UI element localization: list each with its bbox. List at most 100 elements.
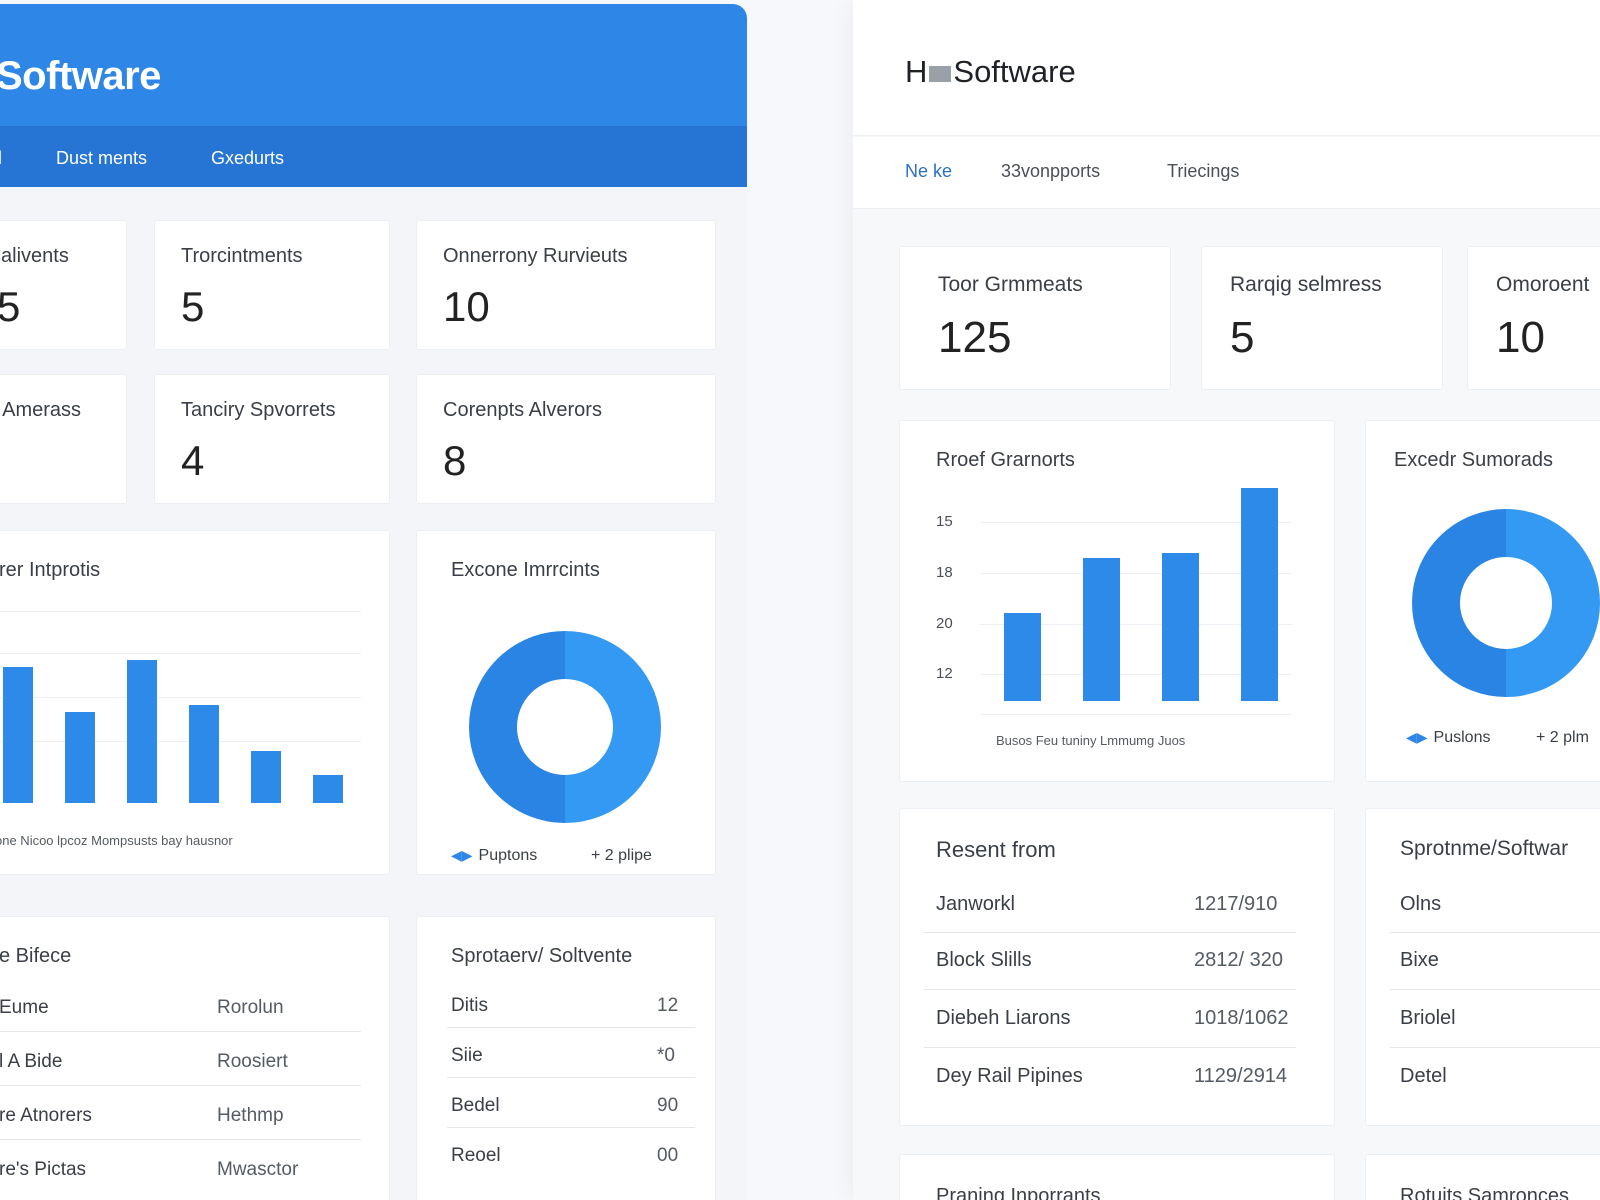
left-app-title: Software [0, 54, 161, 98]
list-item-value: 1018/1062 [1194, 1007, 1289, 1029]
stat-label: Omoroent [1496, 273, 1590, 296]
logo-text: Software [953, 54, 1076, 89]
left-dashboard: Software l Dust ments Gxedurts alivents … [0, 4, 747, 1200]
donut-chart [469, 631, 661, 823]
list-item-value: Roosiert [217, 1051, 288, 1072]
stat-label: Onnerrony Rurvieuts [443, 245, 628, 267]
stat-value: 8 [443, 437, 467, 484]
donut-segment [1412, 509, 1507, 697]
right-stat-card-2: Rarqig selmress 5 [1201, 246, 1443, 390]
y-tick-label: 15 [936, 513, 953, 530]
left-stat-card-6: Corenpts Alverors 8 [416, 374, 716, 504]
logo-letter: H [905, 54, 928, 89]
list-item-value: 1217/910 [1194, 893, 1278, 915]
divider [924, 932, 1296, 933]
legend-label: Puptons [478, 847, 538, 864]
right-list-card: Resent from Janworkl 1217/910 Block Slil… [899, 808, 1335, 1126]
right-nav-item-1[interactable]: Ne ke [905, 161, 953, 181]
logo-mark-icon [929, 65, 952, 82]
right-nav-item-3[interactable]: Triecings [1167, 161, 1240, 181]
right-stat-card-1: Toor Grmmeats 125 [899, 246, 1171, 390]
card-title: Excedr Sumorads [1394, 449, 1553, 471]
card-title: e Bifece [0, 945, 72, 967]
y-tick-label: 18 [936, 564, 953, 581]
list-item-name: Janworkl [936, 893, 1015, 915]
list-item-name: re Atnorers [0, 1105, 92, 1126]
list-item-value: Mwasctor [217, 1159, 299, 1180]
left-donut-card: Excone Imrrcints ◀▶ Puptons + 2 plipe [416, 530, 716, 875]
divider [1390, 932, 1600, 933]
list-item-value: 90 [657, 1095, 679, 1116]
legend-item: + 2 plm [1536, 729, 1589, 746]
left-stat-card-3: Onnerrony Rurvieuts 10 [416, 220, 716, 350]
list-item-name: Ditis [451, 995, 488, 1016]
left-nav-bar: l Dust ments Gxedurts [0, 126, 747, 187]
list-item-name: Bedel [451, 1095, 500, 1116]
y-tick-label: 12 [936, 665, 953, 682]
list-item-name: Eume [0, 997, 49, 1018]
chart-bar [1083, 558, 1120, 701]
right-side-list-card: Sprotnme/Softwar Olns Bixe Briolel Detel [1365, 808, 1600, 1126]
grid-line [980, 674, 1292, 675]
grid-line [0, 741, 361, 742]
card-title: Sprotnme/Softwar [1400, 837, 1569, 860]
divider [447, 1027, 695, 1028]
arrows-icon: ◀▶ [451, 847, 473, 863]
right-header: H Software [853, 0, 1600, 136]
right-stat-card-3: Omoroent 10 [1467, 246, 1600, 390]
stat-label: Rarqig selmress [1230, 273, 1382, 296]
divider [924, 989, 1296, 990]
right-bottom-card-2: Rotuits Samronces [1365, 1154, 1600, 1200]
card-title: Rroef Grarnorts [936, 449, 1075, 471]
divider [1390, 1047, 1600, 1048]
divider [447, 1077, 695, 1078]
stat-label: Tanciry Spvorrets [181, 399, 336, 421]
list-item-value: 00 [657, 1145, 679, 1166]
list-item-name: Reoel [451, 1145, 501, 1166]
list-item-name: Detel [1400, 1065, 1447, 1087]
left-small-list-card: Sprotaerv/ Soltvente Ditis 12 Siie *0 Be… [416, 916, 716, 1200]
chart-bar [313, 775, 343, 803]
x-axis-labels: Busos Feu tuniny Lmmumg Juos [996, 733, 1186, 748]
chart-bar [189, 705, 219, 803]
chart-bar [3, 666, 33, 803]
divider [447, 1127, 695, 1128]
donut-segment [564, 631, 661, 823]
legend-label: Puslons [1433, 729, 1491, 746]
chart-bar [1162, 553, 1199, 701]
left-bar-chart-card: rer Intprotis one Nicoo lpcoz Mompsusts … [0, 530, 390, 875]
list-item-value: Rorolun [217, 997, 284, 1018]
right-app-logo: H Software [905, 54, 1076, 90]
stat-value: 10 [443, 283, 490, 330]
divider [0, 1139, 361, 1140]
list-item-name: Briolel [1400, 1007, 1456, 1029]
list-item-value: *0 [657, 1045, 675, 1066]
right-nav-bar: Ne ke 33vonpports Triecings [853, 137, 1600, 209]
right-bottom-card-1: Praning Inporrants [899, 1154, 1335, 1200]
donut-chart [1412, 509, 1600, 697]
chart-bar [251, 750, 281, 803]
grid-line [0, 611, 361, 612]
x-axis-labels: one Nicoo lpcoz Mompsusts bay hausnor [0, 833, 233, 848]
list-item-name: Siie [451, 1045, 483, 1066]
legend-item: ◀▶ Puslons [1406, 729, 1490, 747]
right-dashboard: H Software Ne ke 33vonpports Triecings To… [853, 0, 1600, 1200]
divider [1390, 989, 1600, 990]
arrows-icon: ◀▶ [1406, 729, 1428, 745]
card-title: Rotuits Samronces [1400, 1185, 1569, 1200]
right-nav-item-2[interactable]: 33vonpports [1001, 161, 1101, 181]
left-nav-item-3[interactable]: Gxedurts [211, 148, 285, 168]
divider [0, 1031, 361, 1032]
left-nav-item-2[interactable]: Dust ments [56, 148, 148, 168]
divider [924, 1047, 1296, 1048]
grid-line [980, 714, 1292, 715]
list-item-value: 1129/2914 [1194, 1065, 1288, 1087]
grid-line [980, 624, 1292, 625]
list-item-name: l A Bide [0, 1051, 63, 1072]
left-nav-item-1[interactable]: l [0, 148, 2, 169]
list-item-name: Diebeh Liarons [936, 1007, 1071, 1029]
right-donut-card: Excedr Sumorads ◀▶ Puslons + 2 plm [1365, 420, 1600, 782]
left-stat-card-4: › Amerass [0, 374, 127, 504]
grid-line [980, 522, 1292, 523]
list-item-value: 2812/ 320 [1194, 949, 1283, 971]
